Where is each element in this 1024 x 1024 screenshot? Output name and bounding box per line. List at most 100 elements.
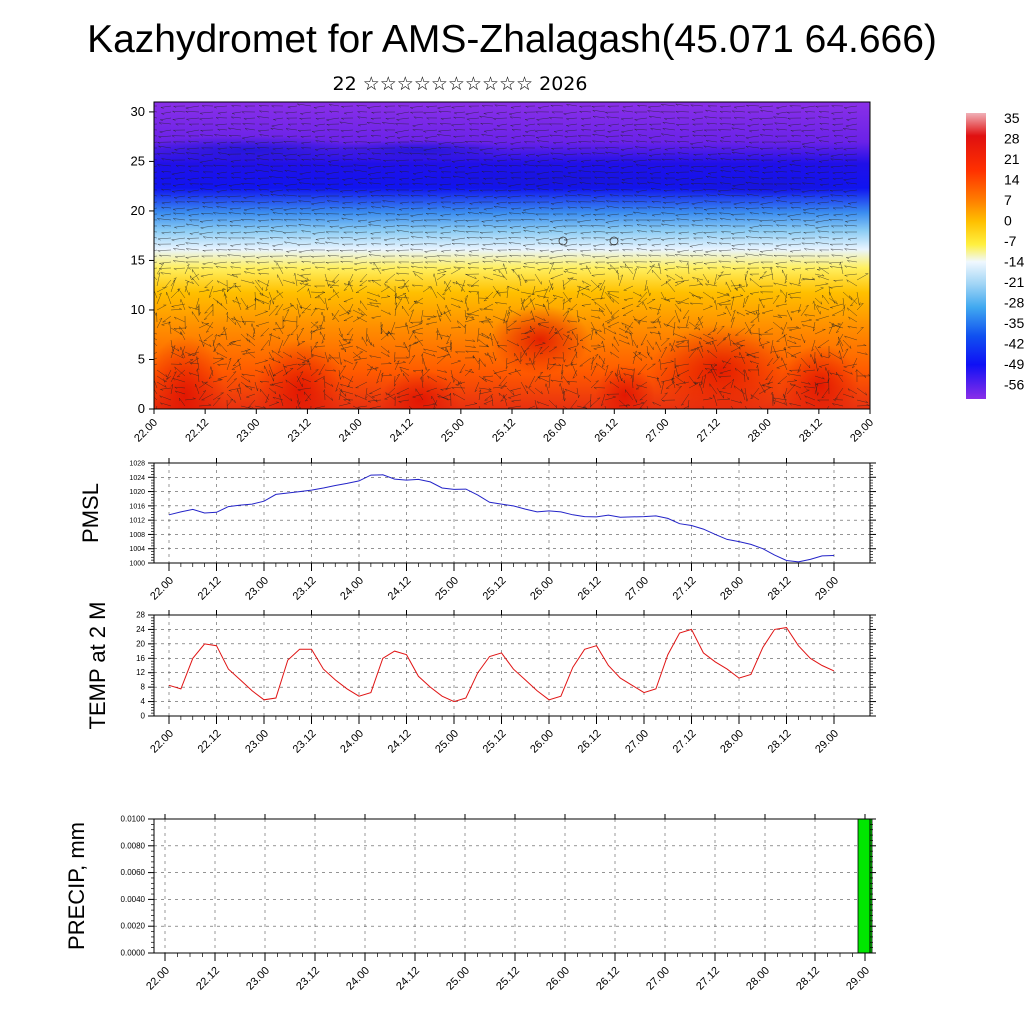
- colorbar-label: -49: [1004, 356, 1024, 372]
- colorbar-labels: 35 28 21 14 7 0 -7 -14 -21 -28 -35 -42 -49 -56: [1004, 110, 1024, 393]
- colorbar-label: -21: [1004, 274, 1024, 290]
- y-tick-label: 15: [131, 252, 145, 267]
- x-tick-label: 28.12: [766, 575, 794, 603]
- colorbar-label: 28: [1004, 131, 1020, 147]
- cold-band: [410, 168, 710, 192]
- x-tick-label: 25.12: [481, 575, 509, 603]
- cold-band: [660, 173, 860, 197]
- x-tick-label: 27.12: [694, 965, 722, 993]
- x-tick-label: 26.00: [528, 728, 556, 756]
- y-tick-label: 12: [136, 668, 145, 677]
- precip-frame: [153, 818, 871, 954]
- x-tick-label: 28.12: [766, 728, 794, 756]
- temp-panel: 0 4 8 12 16 20 24 28 22.00 22.12 23.00 23.12 24.00 24…: [85, 602, 876, 756]
- x-tick-label: 25.00: [444, 965, 472, 993]
- x-tick-label: 29.00: [844, 965, 872, 993]
- x-tick-label: 27.12: [695, 417, 723, 445]
- y-tick-label: 1012: [129, 518, 145, 525]
- x-tick-label: 28.12: [797, 417, 825, 445]
- x-tick-label: 24.00: [338, 575, 366, 603]
- colorbar-label: -42: [1004, 336, 1024, 352]
- precip-panel: 0.0000 0.0020 0.0040 0.0060 0.0080 0.0100 22.0…: [64, 814, 876, 993]
- x-tick-label: 28.00: [718, 728, 746, 756]
- x-tick-label: 25.00: [433, 728, 461, 756]
- x-tick-label: 27.00: [644, 417, 672, 445]
- x-tick-label: 27.12: [671, 728, 699, 756]
- x-tick-label: 28.00: [744, 965, 772, 993]
- x-tick-label: 26.12: [576, 728, 604, 756]
- x-tick-label: 27.00: [644, 965, 672, 993]
- temp-2m-line: [168, 627, 835, 703]
- x-tick-label: 26.00: [541, 417, 569, 445]
- x-tick-label: 22.00: [132, 417, 160, 445]
- x-tick-label: 24.00: [344, 965, 372, 993]
- y-tick-label: 0.0000: [121, 949, 146, 958]
- x-tick-label: 24.12: [388, 417, 416, 445]
- pmsl-line: [168, 474, 835, 563]
- x-tick-label: 25.12: [494, 965, 522, 993]
- pmsl-panel: 1000 1004 1008 1012 1016 1020 1024 1028 22.00 22.…: [78, 458, 876, 603]
- x-tick-label: 24.00: [337, 417, 365, 445]
- warm-area: [650, 325, 790, 409]
- x-tick-label: 25.00: [439, 417, 467, 445]
- chart-subtitle: 22 ☆☆☆☆☆☆☆☆☆☆ 2026: [332, 73, 588, 95]
- x-tick-label: 23.12: [294, 965, 322, 993]
- x-tick-label: 23.12: [286, 417, 314, 445]
- x-tick-label: 22.12: [196, 728, 224, 756]
- y-tick-label: 4: [141, 697, 146, 706]
- y-tick-label: 1028: [129, 461, 145, 468]
- cold-band: [154, 136, 370, 164]
- y-tick-label: 0.0020: [121, 922, 146, 931]
- y-tick-label: 0: [141, 712, 146, 721]
- pmsl-frame: [153, 462, 871, 564]
- wind-vector-field: [154, 103, 870, 409]
- warm-area: [595, 365, 655, 409]
- y-tick-label: 1000: [129, 561, 145, 568]
- cross-section-x-axis: 22.00 22.12 23.00 23.12 24.00 24.12 25.00 25.12…: [132, 409, 876, 445]
- y-tick-label: 0.0100: [121, 815, 146, 824]
- y-tick-label: 20: [131, 203, 145, 218]
- x-tick-label: 29.00: [813, 728, 841, 756]
- x-tick-label: 26.00: [528, 575, 556, 603]
- x-tick-label: 22.00: [148, 728, 176, 756]
- cross-section-panel: 0 5 10 15 20 25 30 22.00 22.12 23.00 23.12 24.00 24…: [131, 101, 876, 445]
- colorbar-label: 21: [1004, 151, 1020, 167]
- colorbar-label: -28: [1004, 295, 1024, 311]
- cross-section-y-axis: 0 5 10 15 20 25 30: [131, 104, 154, 416]
- x-tick-label: 27.12: [671, 575, 699, 603]
- y-tick-label: 5: [138, 351, 145, 366]
- y-tick-label: 10: [131, 302, 145, 317]
- x-tick-label: 24.12: [394, 965, 422, 993]
- x-tick-label: 28.00: [746, 417, 774, 445]
- x-tick-label: 24.12: [386, 728, 414, 756]
- x-tick-label: 24.00: [338, 728, 366, 756]
- y-tick-label: 1020: [129, 489, 145, 496]
- x-tick-label: 22.12: [196, 575, 224, 603]
- x-tick-label: 26.12: [592, 417, 620, 445]
- colorbar-label: 14: [1004, 172, 1020, 188]
- chart-title: Kazhydromet for AMS-Zhalagash(45.071 64.…: [87, 18, 937, 61]
- y-tick-label: 1004: [129, 546, 145, 553]
- y-tick-label: 30: [131, 104, 145, 119]
- cold-band: [330, 140, 510, 160]
- x-tick-label: 23.00: [244, 965, 272, 993]
- x-tick-label: 28.12: [794, 965, 822, 993]
- warm-area: [780, 345, 860, 409]
- precip-ylabel: PRECIP, mm: [64, 822, 89, 950]
- colorbar-label: 0: [1004, 213, 1012, 229]
- x-tick-label: 23.12: [291, 575, 319, 603]
- x-tick-label: 22.12: [183, 417, 211, 445]
- x-tick-label: 27.00: [623, 575, 651, 603]
- y-tick-label: 25: [131, 153, 145, 168]
- x-tick-label: 22.00: [144, 965, 172, 993]
- temp-2m-ylabel: TEMP at 2 M: [85, 602, 110, 730]
- y-tick-label: 20: [136, 639, 145, 648]
- x-tick-label: 26.12: [576, 575, 604, 603]
- warm-area: [380, 370, 460, 409]
- colorbar-label: -14: [1004, 254, 1024, 270]
- x-tick-label: 25.12: [490, 417, 518, 445]
- x-tick-label: 26.12: [594, 965, 622, 993]
- warm-area: [490, 305, 590, 375]
- colorbar-label: -35: [1004, 315, 1024, 331]
